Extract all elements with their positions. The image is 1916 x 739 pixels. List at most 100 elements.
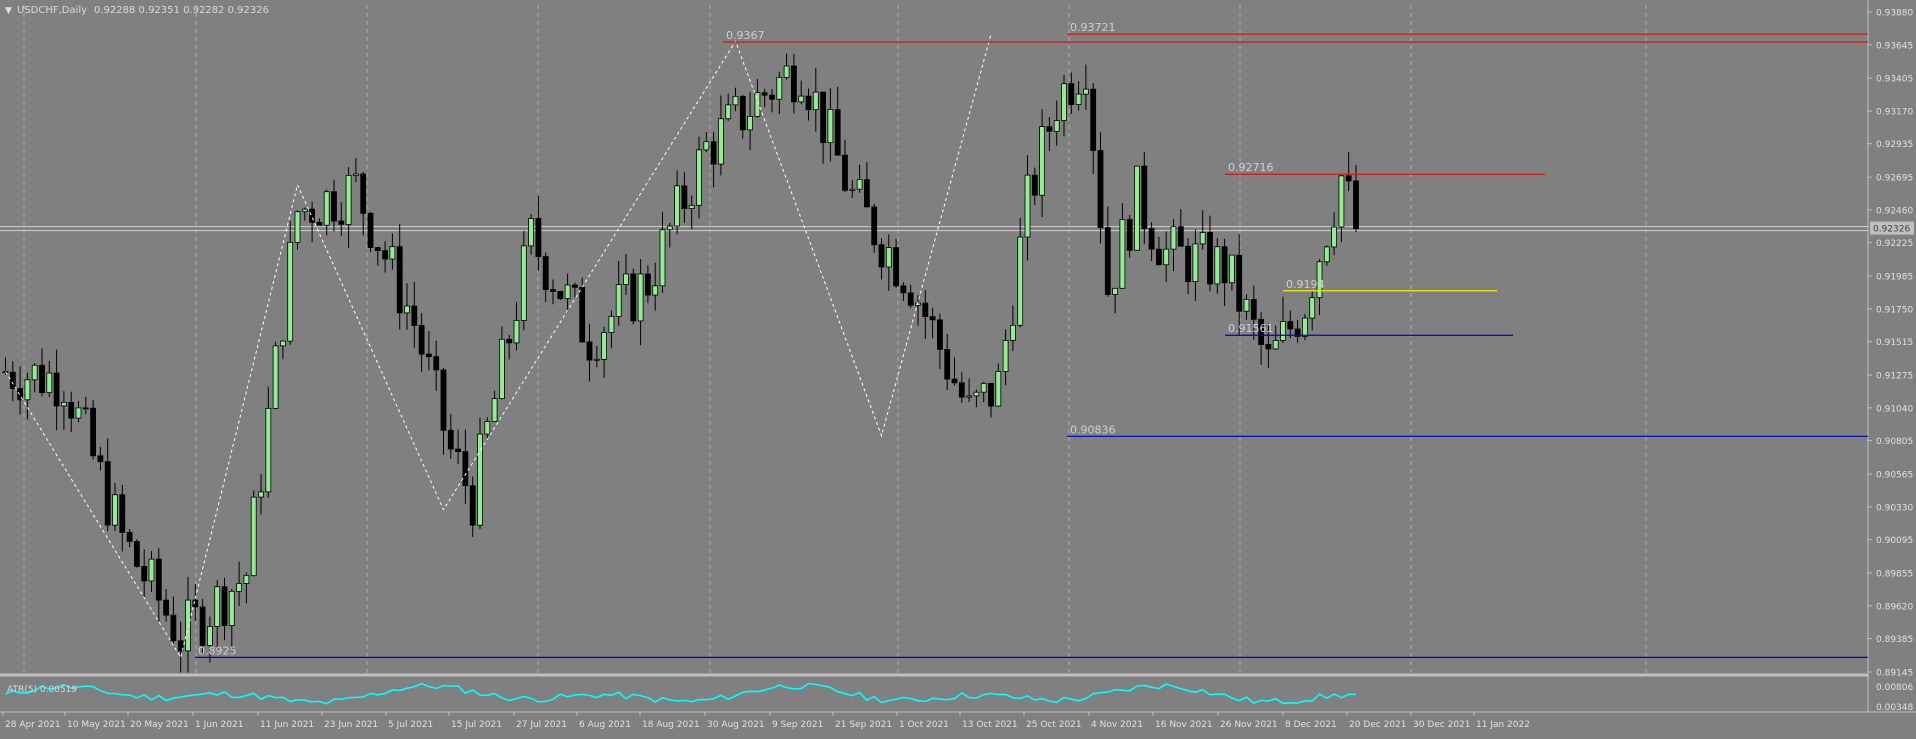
time-tick-label: 16 Nov 2021 — [1155, 720, 1213, 730]
candle-body — [1207, 232, 1213, 285]
time-tick-label: 21 Sep 2021 — [835, 720, 892, 730]
candle-body — [1265, 344, 1272, 350]
candle-body — [1126, 219, 1133, 251]
time-tick-label: 9 Sep 2021 — [772, 720, 823, 730]
price-tick-label: 0.93645 — [1876, 41, 1913, 51]
candle-body — [951, 378, 958, 384]
time-tick-label: 25 Oct 2021 — [1026, 720, 1082, 730]
candle-body — [995, 371, 1002, 407]
candle-body — [725, 104, 732, 120]
candle-body — [389, 246, 396, 260]
candle-body — [528, 218, 534, 247]
candle-body — [1163, 248, 1170, 266]
candle-body — [878, 244, 885, 268]
candle-body — [885, 247, 892, 268]
candle-body — [1353, 180, 1359, 230]
candle-body — [761, 92, 768, 96]
candle-body — [856, 179, 863, 190]
candle-body — [615, 284, 622, 317]
candle-body — [39, 364, 45, 393]
candle-body — [842, 154, 848, 191]
candle-body — [1134, 165, 1140, 251]
price-tick-label: 0.93880 — [1876, 9, 1913, 19]
price-tick-label: 0.91985 — [1876, 273, 1913, 283]
price-tick-label: 0.89385 — [1876, 635, 1913, 645]
candle-body — [126, 532, 133, 542]
candle-body — [593, 358, 600, 361]
candle-body — [338, 220, 345, 225]
candle-body — [53, 372, 60, 407]
atr-panel: 0.00806 0.00348 — [5, 682, 1913, 713]
candle-body — [659, 229, 666, 287]
candle-body — [564, 284, 571, 300]
candle-body — [958, 382, 965, 398]
candle-body — [119, 494, 126, 533]
time-tick-label: 27 Jul 2021 — [516, 720, 567, 730]
candle-body — [929, 316, 936, 321]
candle-body — [776, 76, 783, 100]
time-tick-label: 20 May 2021 — [130, 720, 189, 730]
candle-body — [287, 241, 294, 342]
price-tick-label: 0.92695 — [1876, 174, 1913, 184]
candle-body — [513, 320, 520, 344]
candle-body — [258, 491, 264, 498]
candle-body — [864, 179, 870, 208]
candle-body — [199, 606, 206, 646]
time-tick-label: 11 Jun 2021 — [260, 720, 314, 730]
price-tick-label: 0.90330 — [1876, 503, 1913, 513]
candle-body — [1287, 321, 1294, 330]
atr-title: ATR(5) 0.00519 — [7, 685, 77, 695]
candle-body — [396, 246, 403, 314]
level-label: 0.9194 — [1286, 278, 1325, 291]
candle-body — [988, 382, 994, 407]
atr-tick-label: 0.00348 — [1876, 703, 1913, 713]
candle-body — [1214, 246, 1221, 285]
candle-body — [1250, 299, 1257, 320]
candle-body — [374, 247, 381, 252]
candle-body — [1119, 219, 1126, 289]
time-tick-label: 4 Nov 2021 — [1091, 720, 1143, 730]
candle-body — [498, 338, 505, 400]
price-tick-label: 0.93170 — [1876, 107, 1913, 117]
candle-body — [1309, 297, 1316, 319]
symbol-title: USDCHF,Daily — [17, 5, 87, 16]
level-label: 0.93721 — [1070, 21, 1116, 34]
candle-body — [1053, 120, 1060, 132]
menu-triangle-icon[interactable]: ▼ — [5, 6, 12, 16]
candle-body — [812, 91, 819, 111]
candle-body — [1345, 175, 1352, 182]
candle-body — [1272, 339, 1279, 350]
candle-body — [250, 496, 257, 577]
time-tick-label: 1 Jun 2021 — [195, 720, 243, 730]
level-label: 0.9367 — [726, 29, 765, 42]
candle-body — [601, 332, 607, 360]
time-tick-label: 5 Jul 2021 — [388, 720, 433, 730]
candle-body — [462, 451, 469, 487]
candle-body — [783, 65, 790, 78]
candle-body — [1068, 83, 1075, 105]
candle-body — [104, 461, 111, 526]
candle-body — [827, 109, 834, 143]
candle-body — [798, 95, 805, 103]
level-label: 0.92716 — [1228, 161, 1274, 174]
candle-body — [710, 141, 717, 165]
candle-body — [1039, 126, 1045, 196]
candle-body — [455, 448, 462, 453]
candle-body — [382, 250, 389, 260]
candle-body — [718, 118, 724, 165]
candle-body — [469, 485, 476, 526]
candle-body — [177, 640, 184, 652]
price-tick-label: 0.91040 — [1876, 404, 1913, 414]
time-tick-label: 8 Dec 2021 — [1285, 720, 1337, 730]
candle-body — [834, 109, 841, 156]
candles — [2, 53, 1359, 673]
candle-body — [440, 369, 447, 431]
candle-body — [112, 494, 118, 526]
candle-body — [1097, 150, 1104, 229]
price-tick-label: 0.91275 — [1876, 372, 1913, 382]
price-tick-label: 0.92460 — [1876, 206, 1913, 216]
candle-body — [1177, 226, 1184, 247]
zigzag-overlay — [5, 34, 992, 659]
